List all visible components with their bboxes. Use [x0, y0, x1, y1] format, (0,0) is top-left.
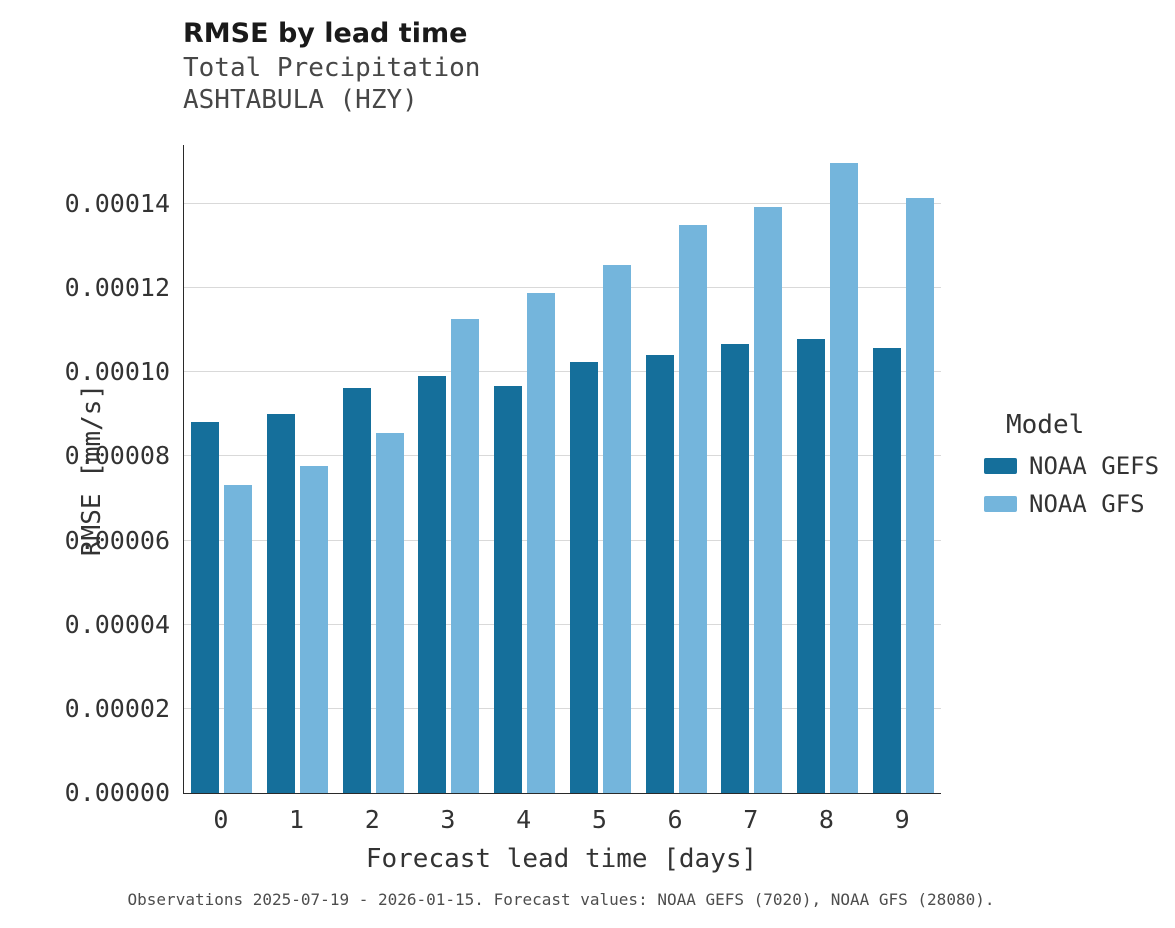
legend: Model NOAA GEFS NOAA GFS — [984, 410, 1159, 528]
legend-label-noaa-gfs: NOAA GFS — [1029, 490, 1145, 518]
y-tick-label: 0.00004 — [64, 609, 170, 639]
gridline — [184, 539, 941, 541]
bar-noaa-gfs-lead-7 — [754, 206, 783, 793]
x-axis-tick-labels: 0 1 2 3 4 5 6 7 8 9 — [183, 805, 940, 841]
y-axis-tick-labels: 0.00000 0.00002 0.00004 0.00006 0.00008 0.000… — [0, 145, 170, 807]
x-tick-label: 9 — [894, 805, 910, 834]
bar-noaa-gfs-lead-0 — [224, 484, 253, 793]
x-tick-label: 2 — [364, 805, 380, 834]
x-tick-label: 7 — [743, 805, 759, 834]
bar-noaa-gfs-lead-8 — [829, 163, 858, 793]
x-tick-label: 8 — [818, 805, 834, 834]
bar-noaa-gefs-lead-1 — [267, 414, 296, 793]
y-tick-label: 0.00002 — [64, 693, 170, 723]
x-tick-label: 4 — [516, 805, 532, 834]
bar-noaa-gefs-lead-7 — [721, 344, 750, 793]
gridline — [184, 202, 941, 204]
legend-item-noaa-gefs: NOAA GEFS — [984, 452, 1159, 480]
plot-area — [183, 145, 941, 794]
bar-noaa-gefs-lead-9 — [872, 348, 901, 793]
legend-title: Model — [1006, 410, 1085, 440]
figure-caption: Observations 2025-07-19 - 2026-01-15. Fo… — [127, 890, 995, 909]
y-axis-title: RMSE [mm/s] — [77, 383, 107, 557]
bar-noaa-gefs-lead-5 — [569, 362, 598, 793]
bar-noaa-gefs-lead-6 — [645, 354, 674, 793]
chart-title: RMSE by lead time — [183, 18, 468, 49]
gridline — [184, 287, 941, 289]
legend-label-noaa-gefs: NOAA GEFS — [1029, 452, 1160, 480]
legend-swatch-noaa-gefs — [984, 458, 1017, 474]
y-tick-label: 0.00010 — [64, 357, 170, 387]
bar-noaa-gfs-lead-6 — [678, 224, 707, 793]
bar-noaa-gefs-lead-4 — [494, 385, 523, 793]
chart-subtitle-station: ASHTABULA (HZY) — [183, 85, 418, 115]
x-tick-label: 0 — [213, 805, 229, 834]
bar-noaa-gefs-lead-3 — [418, 376, 447, 793]
y-tick-label: 0.00000 — [64, 778, 170, 807]
gridline — [184, 371, 941, 373]
bar-noaa-gefs-lead-2 — [342, 387, 371, 793]
x-tick-label: 1 — [289, 805, 305, 834]
bar-noaa-gfs-lead-1 — [300, 465, 329, 793]
y-tick-label: 0.00012 — [64, 273, 170, 303]
x-tick-label: 3 — [440, 805, 456, 834]
bar-noaa-gfs-lead-9 — [905, 198, 934, 793]
bar-noaa-gefs-lead-8 — [796, 339, 825, 793]
y-tick-label: 0.00008 — [64, 441, 170, 471]
legend-item-noaa-gfs: NOAA GFS — [984, 490, 1159, 518]
x-tick-label: 6 — [667, 805, 683, 834]
y-tick-label: 0.00014 — [64, 188, 170, 218]
y-tick-label: 0.00006 — [64, 525, 170, 555]
gridline — [184, 455, 941, 457]
chart-subtitle-variable: Total Precipitation — [183, 53, 481, 83]
bar-noaa-gfs-lead-5 — [602, 264, 631, 793]
gridline — [184, 707, 941, 709]
legend-swatch-noaa-gfs — [984, 496, 1017, 512]
x-tick-label: 5 — [591, 805, 607, 834]
bar-noaa-gfs-lead-2 — [375, 433, 404, 793]
x-axis-title: Forecast lead time [days] — [365, 844, 758, 874]
gridline — [184, 623, 941, 625]
bar-noaa-gfs-lead-3 — [451, 318, 480, 793]
bar-noaa-gfs-lead-4 — [527, 292, 556, 793]
bar-noaa-gefs-lead-0 — [191, 421, 220, 793]
